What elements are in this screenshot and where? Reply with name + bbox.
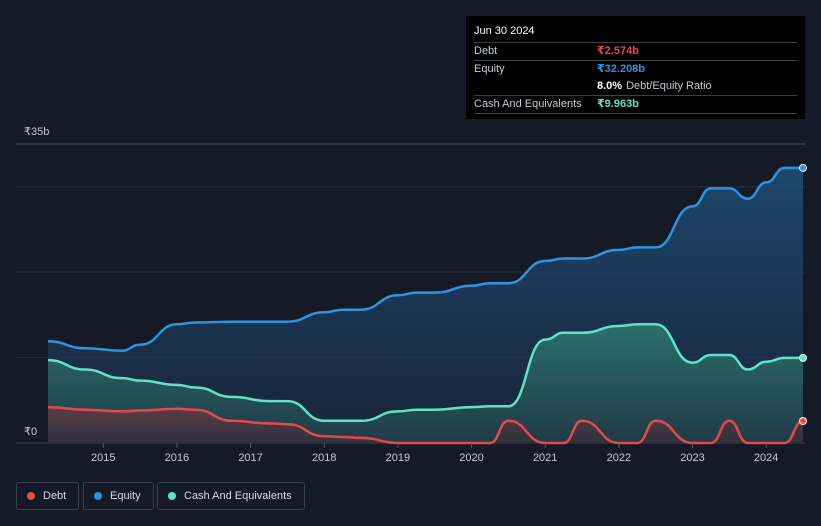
x-tick-label: 2022 xyxy=(607,452,631,464)
debt-end-marker xyxy=(799,417,807,426)
tooltip-row-equity: Equity ₹32.208b xyxy=(474,60,797,78)
x-tick-label: 2015 xyxy=(91,452,115,464)
cash-line xyxy=(47,323,803,423)
tooltip-ratio-label: Debt/Equity Ratio xyxy=(626,80,712,92)
tooltip-date: Jun 30 2024 xyxy=(474,25,535,37)
x-tick-label: 2021 xyxy=(533,452,557,464)
legend-equity-label: Equity xyxy=(110,490,141,502)
axis-ticks: 2015 2016 2017 2018 2019 2020 2021 2022 2023 2024… xyxy=(24,126,778,464)
tooltip-equity-value: ₹32.208b xyxy=(597,63,646,75)
legend-item-cash[interactable]: Cash And Equivalents xyxy=(157,482,305,510)
tooltip-debt-value: ₹2.574b xyxy=(597,45,639,57)
end-markers xyxy=(799,163,807,426)
x-tick-label: 2024 xyxy=(754,452,778,464)
tooltip-debt-label: Debt xyxy=(474,45,498,57)
y-tick-label-max: ₹35b xyxy=(24,126,49,138)
x-tick-label: 2018 xyxy=(312,452,336,464)
equity-end-marker xyxy=(799,163,807,172)
y-tick-label-zero: ₹0 xyxy=(24,426,37,438)
tooltip-row-ratio: 8.0% Debt/Equity Ratio xyxy=(474,78,797,95)
tooltip-row-debt: Debt ₹2.574b xyxy=(474,42,797,60)
legend-item-equity[interactable]: Equity xyxy=(83,482,154,510)
series-areas xyxy=(48,167,803,443)
tooltip-ratio-value: 8.0% xyxy=(597,80,623,92)
cash-end-marker xyxy=(799,353,807,362)
tooltip-cash-value: ₹9.963b xyxy=(597,98,639,110)
cash-dot-icon xyxy=(168,492,176,500)
legend-item-debt[interactable]: Debt xyxy=(16,482,80,510)
tooltip-row-cash: Cash And Equivalents ₹9.963b xyxy=(474,95,797,114)
tooltip: Jun 30 2024 Debt ₹2.574b Equity ₹32.208b… xyxy=(466,16,805,119)
x-tick-label: 2016 xyxy=(165,452,189,464)
tooltip-equity-label: Equity xyxy=(474,63,505,75)
equity-line xyxy=(47,166,803,352)
debt-dot-icon xyxy=(27,492,35,500)
legend-debt-label: Debt xyxy=(43,490,67,502)
x-tick-label: 2019 xyxy=(386,452,410,464)
cash-area xyxy=(48,324,803,443)
equity-dot-icon xyxy=(94,492,102,500)
legend-cash-label: Cash And Equivalents xyxy=(184,490,292,502)
x-tick-label: 2017 xyxy=(238,452,262,464)
tooltip-cash-label: Cash And Equivalents xyxy=(474,98,582,110)
x-tick-label: 2023 xyxy=(680,452,704,464)
x-tick-label: 2020 xyxy=(459,452,483,464)
debt-area xyxy=(48,407,803,443)
